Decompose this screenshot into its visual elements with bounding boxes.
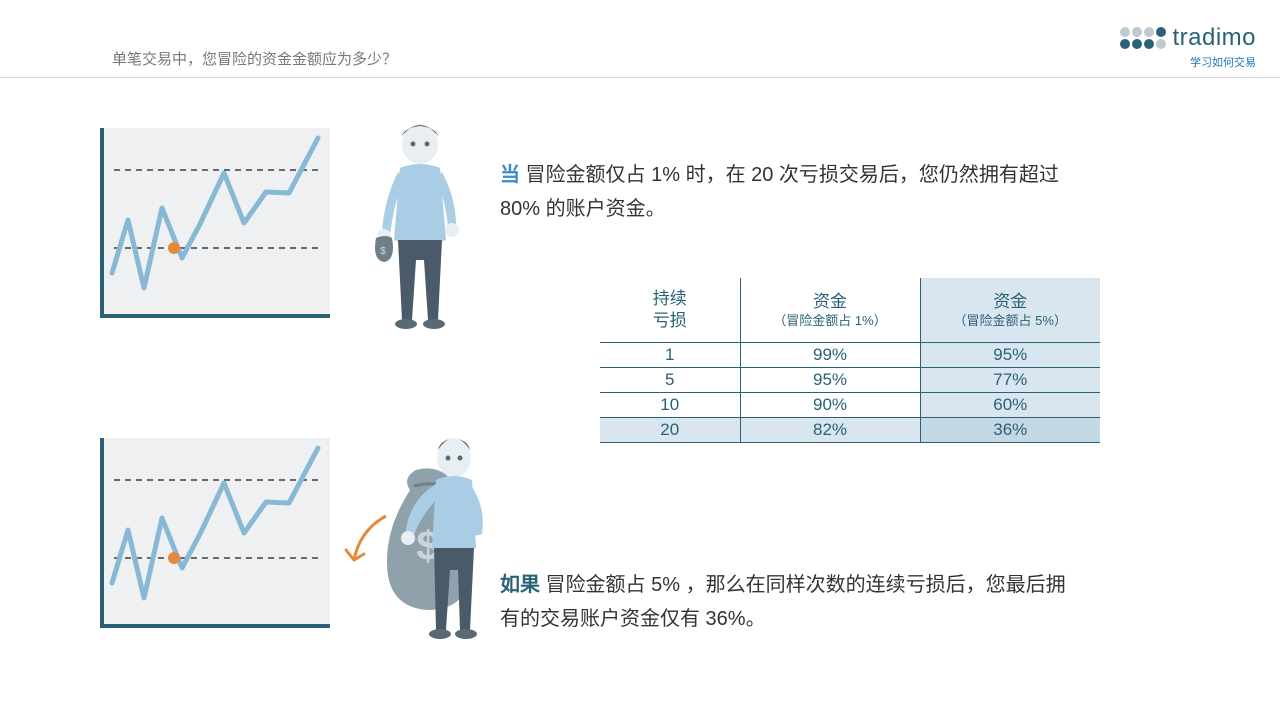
logo-subtitle: 学习如何交易: [1120, 54, 1256, 70]
th-5pct: 资金（冒险金额占 5%）: [920, 278, 1100, 343]
body-text-1: 当 冒险金额仅占 1% 时，在 20 次亏损交易后，您仍然拥有超过 80% 的账…: [500, 158, 1060, 226]
chart-line-icon: [104, 438, 334, 628]
cell: 82%: [740, 418, 920, 443]
table-row: 2082%36%: [600, 418, 1100, 443]
cell: 5: [600, 368, 740, 393]
table-row: 199%95%: [600, 343, 1100, 368]
header: 单笔交易中，您冒险的资金金额应为多少？ tradimo 学习如何交易: [0, 0, 1280, 78]
body-text-2: 如果 冒险金额占 5% ，那么在同样次数的连续亏损后，您最后拥有的交易账户资金仅…: [500, 568, 1080, 636]
person-big-bag-icon: $: [370, 430, 470, 640]
cell: 10: [600, 393, 740, 418]
chart-line-icon: [104, 128, 334, 318]
highlight-if: 如果: [500, 574, 540, 596]
person-small-bag-icon: $: [370, 120, 470, 330]
chart-upper: [100, 128, 330, 318]
highlight-when: 当: [500, 164, 520, 186]
logo-dots-icon: [1120, 27, 1166, 49]
logo: tradimo 学习如何交易: [1120, 24, 1256, 70]
chart-lower: [100, 438, 330, 628]
table-row: 595%77%: [600, 368, 1100, 393]
logo-text: tradimo: [1172, 24, 1256, 52]
loss-table: 持续亏损 资金（冒险金额占 1%） 资金（冒险金额占 5%） 199%95%59…: [600, 278, 1100, 443]
th-losses: 持续亏损: [600, 278, 740, 343]
cell: 60%: [920, 393, 1100, 418]
cell: 90%: [740, 393, 920, 418]
text2-rest: 冒险金额占 5% ，那么在同样次数的连续亏损后，您最后拥有的交易账户资金仅有 3…: [500, 574, 1066, 630]
cell: 95%: [920, 343, 1100, 368]
cell: 36%: [920, 418, 1100, 443]
th-1pct: 资金（冒险金额占 1%）: [740, 278, 920, 343]
page-title: 单笔交易中，您冒险的资金金额应为多少？: [112, 48, 397, 69]
cell: 77%: [920, 368, 1100, 393]
table-row: 1090%60%: [600, 393, 1100, 418]
cell: 20: [600, 418, 740, 443]
cell: 1: [600, 343, 740, 368]
cell: 99%: [740, 343, 920, 368]
cell: 95%: [740, 368, 920, 393]
text1-rest: 冒险金额仅占 1% 时，在 20 次亏损交易后，您仍然拥有超过 80% 的账户资…: [500, 164, 1059, 220]
svg-text:$: $: [380, 246, 386, 257]
